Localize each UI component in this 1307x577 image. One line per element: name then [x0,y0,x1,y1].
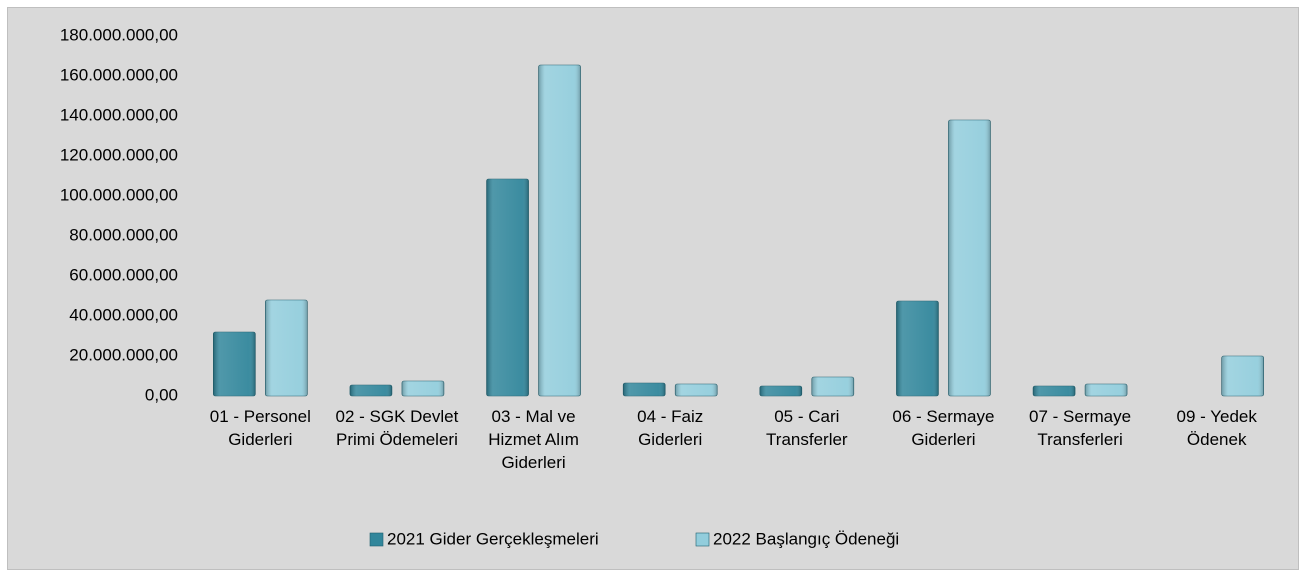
chart-area [7,7,1299,570]
bar [948,119,991,397]
bar [538,64,581,397]
y-tick-label: 100.000.000,00 [60,185,178,204]
bar [759,385,803,397]
bar [811,376,855,397]
x-tick-label: 05 - Cari Transferler [766,407,848,449]
y-tick-label: 60.000.000,00 [69,265,178,284]
legend-label: 2021 Gider Gerçekleşmeleri [387,529,599,548]
bar [674,383,718,397]
bar [265,299,308,397]
legend-marker [695,532,710,547]
x-tick-label: 06 - Sermaye Giderleri [892,407,995,449]
bar [486,178,529,397]
x-tick-label: 03 - Mal ve Hizmet Alım Giderleri [488,407,579,472]
y-tick-label: 80.000.000,00 [69,225,178,244]
x-tick-label: 04 - Faiz Giderleri [637,407,704,449]
bar [1032,385,1076,397]
bar [401,380,445,397]
bar [896,300,939,397]
x-tick-label: 07 - Sermaye Transferleri [1029,407,1132,449]
y-tick-label: 140.000.000,00 [60,105,178,124]
y-tick-label: 0,00 [145,385,178,404]
bar [1084,383,1128,397]
bar [349,384,393,397]
bar [1221,355,1264,397]
y-tick-label: 180.000.000,00 [60,25,178,44]
legend-marker [369,532,384,547]
y-tick-label: 160.000.000,00 [60,65,178,84]
legend-label: 2022 Başlangıç Ödeneği [713,529,899,548]
x-tick-label: 01 - Personel Giderleri [209,407,311,449]
bar [622,382,666,397]
x-tick-label: 02 - SGK Devlet Primi Ödemeleri [335,407,459,449]
y-tick-label: 40.000.000,00 [69,305,178,324]
bar [213,331,256,397]
y-tick-label: 120.000.000,00 [60,145,178,164]
x-tick-label: 09 - Yedek Ödenek [1176,407,1257,449]
y-tick-label: 20.000.000,00 [69,345,178,364]
